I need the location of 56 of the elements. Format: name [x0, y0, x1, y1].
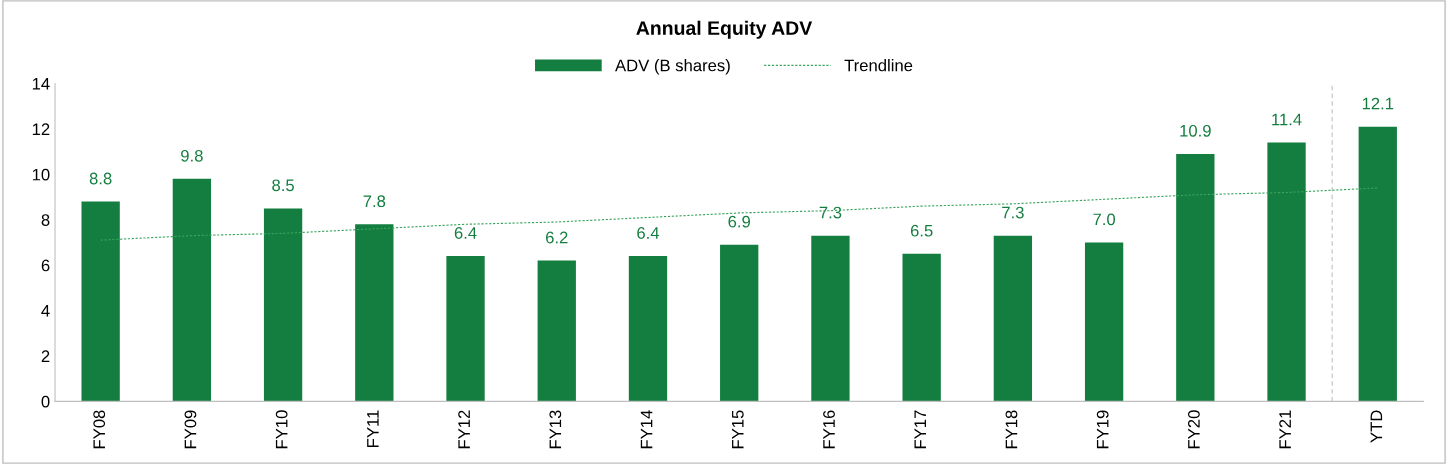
- bar: [628, 256, 668, 402]
- data-label: 6.4: [454, 227, 477, 239]
- bar: [1084, 242, 1124, 402]
- data-label: 12.1: [1362, 97, 1394, 110]
- x-tick-label: FY18: [1005, 410, 1018, 449]
- bar: [81, 201, 120, 402]
- x-tick-label: FY13: [549, 410, 562, 449]
- data-label: 10.9: [1180, 124, 1211, 137]
- bar: [902, 253, 941, 402]
- y-tick-label: 8: [41, 214, 50, 226]
- x-tick-label: FY14: [640, 410, 653, 449]
- data-label: 9.8: [181, 149, 203, 162]
- bar: [172, 178, 212, 402]
- bar: [1358, 126, 1397, 402]
- y-tick-label: 6: [41, 259, 50, 272]
- x-tick-label: FY09: [184, 410, 197, 449]
- data-label: 8.5: [272, 179, 294, 192]
- y-tick-label: 12: [32, 123, 50, 135]
- bar: [537, 260, 576, 402]
- data-label: 7.0: [1093, 213, 1116, 226]
- x-tick-label: FY19: [1096, 410, 1109, 449]
- data-label: 6.4: [637, 227, 660, 239]
- x-tick-label: FY17: [914, 410, 926, 449]
- data-label: 7.3: [1002, 206, 1024, 219]
- data-label: 6.5: [910, 224, 933, 237]
- legend-label: Trendline: [844, 59, 913, 72]
- data-label: 8.8: [89, 172, 112, 185]
- y-tick-label: 10: [32, 168, 50, 181]
- bar: [446, 256, 485, 402]
- bar: [1176, 153, 1215, 402]
- y-tick-label: 14: [32, 78, 50, 90]
- data-label: 6.9: [728, 215, 750, 228]
- x-tick-label: FY08: [93, 410, 106, 449]
- x-tick-label: FY20: [1188, 410, 1200, 449]
- bar: [993, 235, 1033, 402]
- data-label: 7.8: [363, 195, 386, 208]
- x-tick-label: FY11: [367, 410, 379, 447]
- x-tick-label: FY16: [823, 410, 835, 449]
- y-tick-label: 4: [41, 305, 50, 317]
- x-tick-label: FY21: [1279, 410, 1291, 449]
- bar: [263, 208, 303, 402]
- y-tick-label: 2: [41, 350, 50, 362]
- x-tick-label: FY15: [732, 410, 744, 449]
- bar: [811, 235, 850, 402]
- x-tick-label: YTD: [1370, 410, 1383, 443]
- chart-title: Annual Equity ADV: [636, 20, 813, 39]
- bar: [355, 224, 394, 402]
- bar: [1267, 142, 1306, 402]
- data-label: 7.3: [819, 206, 842, 219]
- x-tick-label: FY12: [458, 410, 470, 449]
- x-tick-label: FY10: [275, 410, 288, 449]
- data-label: 11.4: [1272, 113, 1302, 126]
- data-label: 6.2: [546, 231, 568, 244]
- legend-label: ADV (B shares): [615, 59, 730, 75]
- bar: [720, 244, 759, 402]
- y-tick-label: 0: [41, 395, 50, 408]
